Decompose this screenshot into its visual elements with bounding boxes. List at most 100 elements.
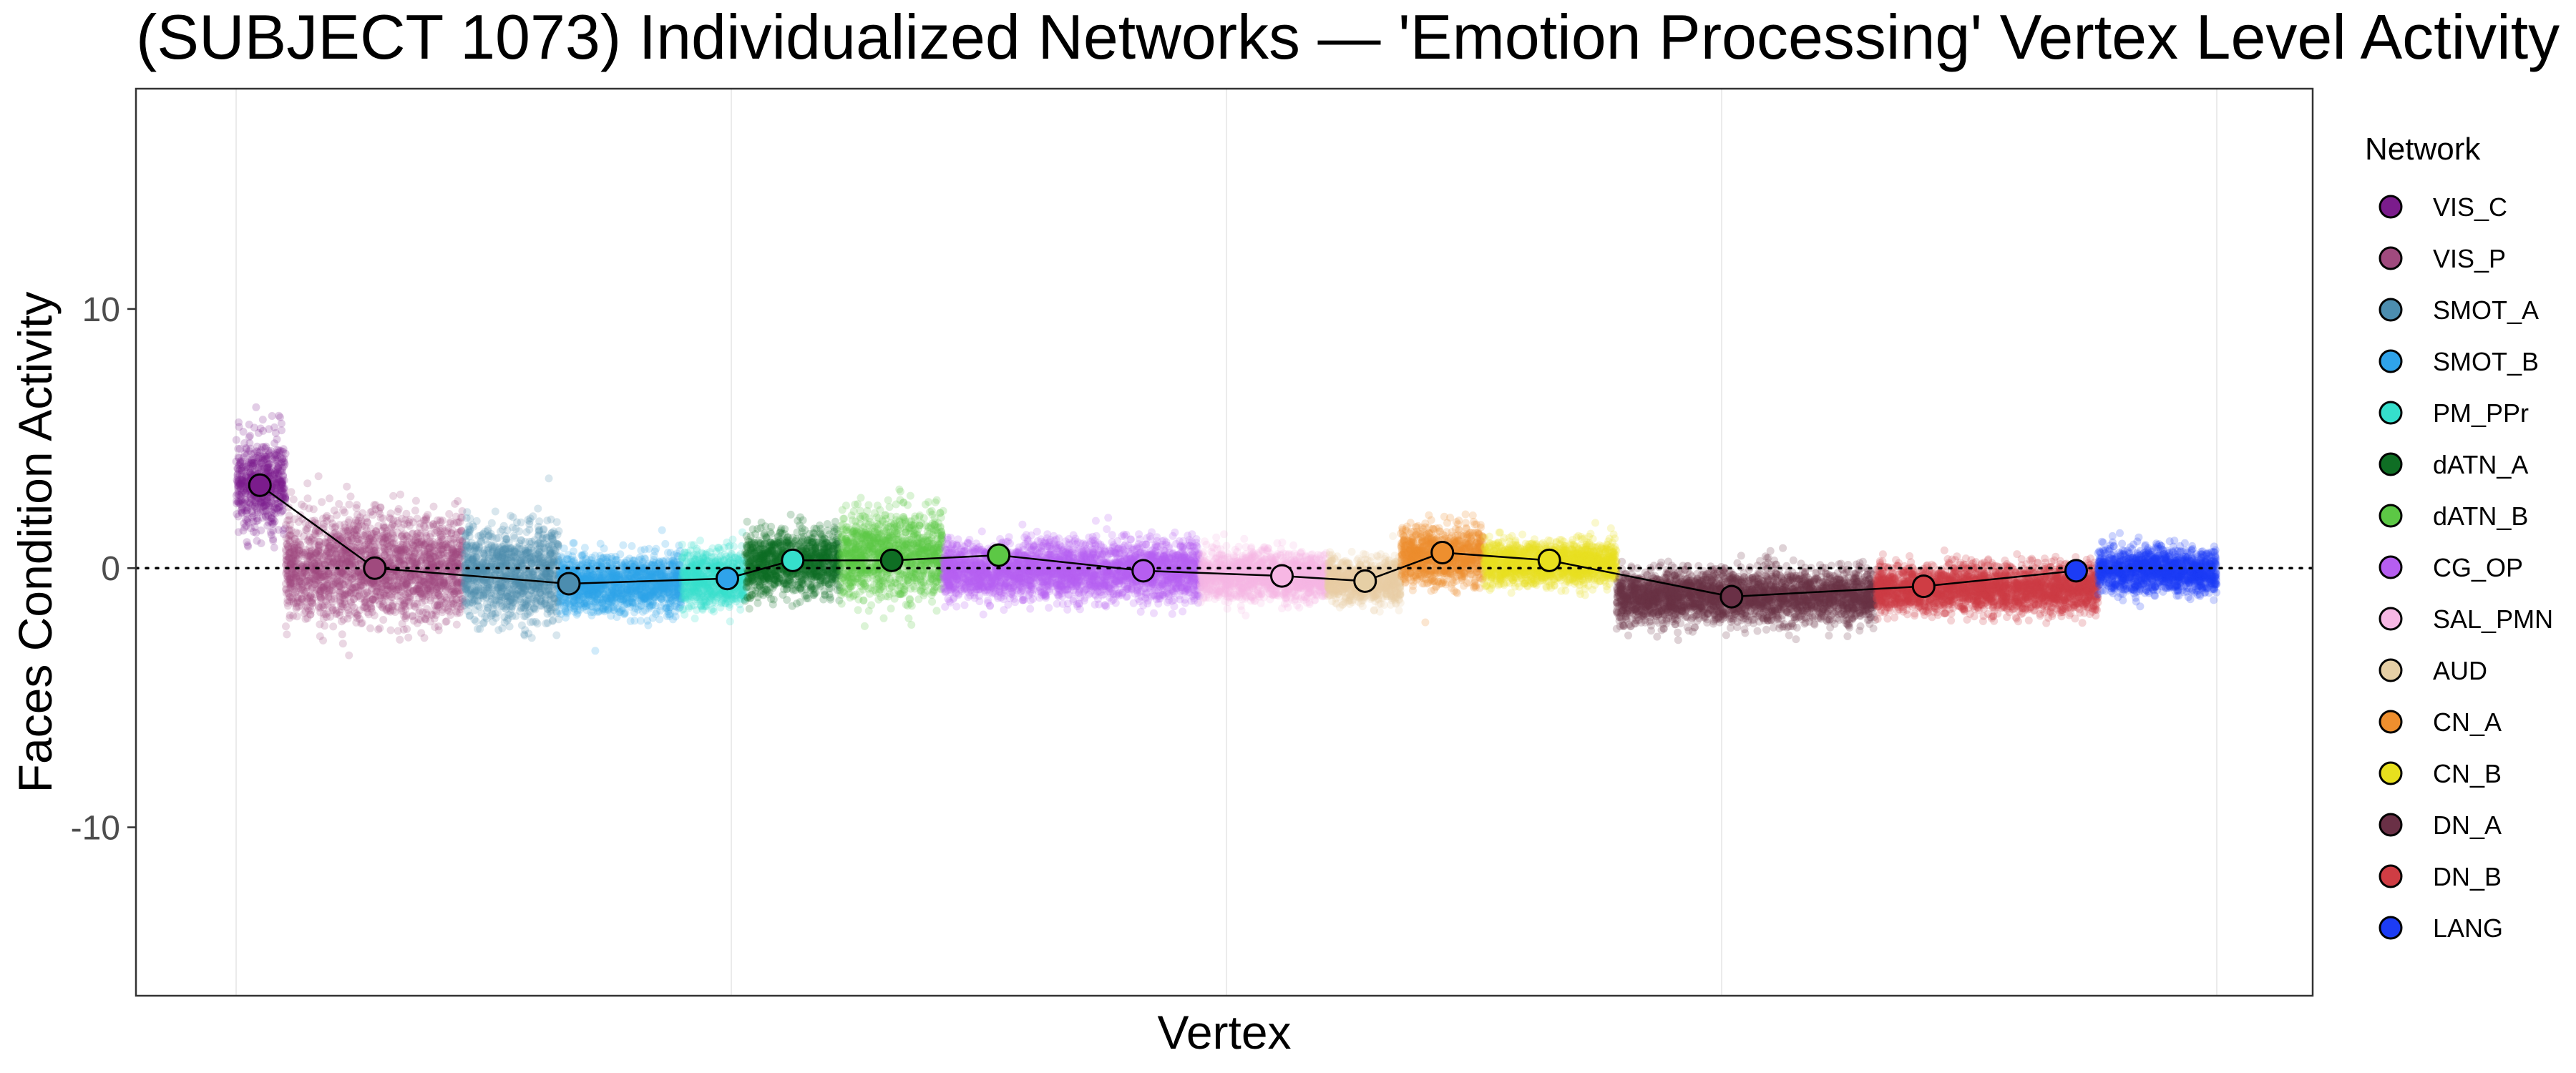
vertex-point [272, 487, 280, 496]
vertex-point [397, 587, 406, 596]
vertex-point [546, 549, 555, 557]
vertex-point [351, 559, 359, 567]
vertex-point [484, 525, 492, 534]
vertex-point [353, 611, 362, 619]
vertex-point [257, 466, 265, 474]
vertex-point [238, 457, 247, 466]
vertex-point [397, 604, 406, 613]
vertex-point [477, 609, 486, 618]
vertex-point [266, 469, 275, 477]
vertex-point [268, 412, 276, 420]
vertex-point [235, 477, 243, 486]
vertex-point [308, 599, 317, 607]
vertex-point [271, 509, 280, 518]
vertex-point [240, 519, 248, 528]
vertex-point [452, 596, 461, 604]
vertex-point [329, 622, 338, 631]
vertex-point [264, 493, 273, 501]
vertex-point [420, 634, 429, 642]
vertex-point [316, 620, 324, 629]
vertex-point [245, 468, 253, 476]
vertex-point [240, 506, 249, 515]
vertex-point [580, 544, 589, 552]
vertex-point [509, 531, 518, 540]
vertex-point [236, 492, 245, 501]
vertex-point [234, 444, 243, 453]
vertex-point [442, 617, 451, 626]
vertex-point [278, 466, 286, 475]
vertex-point [235, 466, 243, 475]
vertex-point [389, 491, 398, 500]
vertex-point [250, 459, 258, 467]
vertex-point [266, 452, 275, 460]
vertex-point [461, 594, 469, 602]
vertex-point [268, 499, 276, 507]
vertex-point [311, 548, 320, 556]
vertex-point [661, 539, 670, 548]
vertex-point [258, 463, 266, 471]
vertex-point [273, 468, 282, 476]
vertex-point [487, 592, 495, 600]
vertex-point [253, 506, 262, 514]
vertex-point [279, 491, 288, 499]
vertex-point [363, 588, 371, 597]
vertex-point [452, 575, 460, 584]
vertex-point [246, 469, 255, 476]
vertex-point [250, 423, 258, 432]
vertex-point [241, 476, 250, 485]
vertex-point [256, 500, 265, 509]
vertex-point [495, 597, 504, 605]
vertex-point [268, 502, 277, 511]
vertex-point [413, 599, 421, 608]
vertex-point [449, 554, 457, 562]
vertex-point [441, 541, 449, 549]
vertex-point [469, 521, 477, 529]
vertex-point [414, 539, 422, 547]
vertex-point [263, 494, 271, 503]
vertex-point [353, 501, 361, 509]
vertex-point [420, 540, 429, 549]
vertex-point [255, 448, 264, 456]
vertex-point [279, 445, 288, 454]
vertex-point [241, 473, 250, 481]
vertex-point [290, 544, 298, 552]
vertex-point [499, 584, 508, 592]
vertex-point [240, 479, 248, 488]
vertex-point [234, 528, 243, 536]
vertex-point [242, 472, 250, 481]
vertex-point [280, 524, 289, 533]
vertex-point [453, 609, 462, 617]
vertex-point [277, 479, 286, 488]
vertex-point [376, 504, 385, 511]
vertex-point [472, 553, 480, 562]
vertex-point [416, 519, 424, 528]
vertex-point [260, 463, 269, 471]
vertex-point [449, 547, 457, 555]
vertex-point [269, 477, 278, 486]
vertex-point [341, 508, 349, 516]
vertex-point [424, 580, 433, 589]
vertex-point [243, 541, 252, 549]
vertex-point [275, 475, 283, 484]
vertex-point [400, 612, 409, 621]
vertex-point [270, 450, 279, 459]
vertex-point [260, 499, 269, 506]
vertex-point [254, 455, 263, 464]
vertex-point [344, 606, 353, 614]
vertex-point [532, 617, 540, 626]
vertex-point [279, 472, 288, 481]
vertex-point [491, 609, 499, 618]
vertex-point [284, 535, 293, 544]
vertex-point [245, 438, 254, 447]
vertex-point [252, 454, 260, 462]
vertex-point [238, 464, 246, 473]
vertex-point [273, 454, 282, 462]
vertex-point [543, 516, 552, 525]
vertex-point [271, 451, 280, 460]
vertex-point [234, 482, 243, 491]
vertex-point [600, 544, 608, 553]
plot-background [136, 89, 2313, 996]
vertex-point [301, 614, 310, 623]
vertex-point [330, 506, 338, 515]
vertex-point [545, 574, 554, 582]
